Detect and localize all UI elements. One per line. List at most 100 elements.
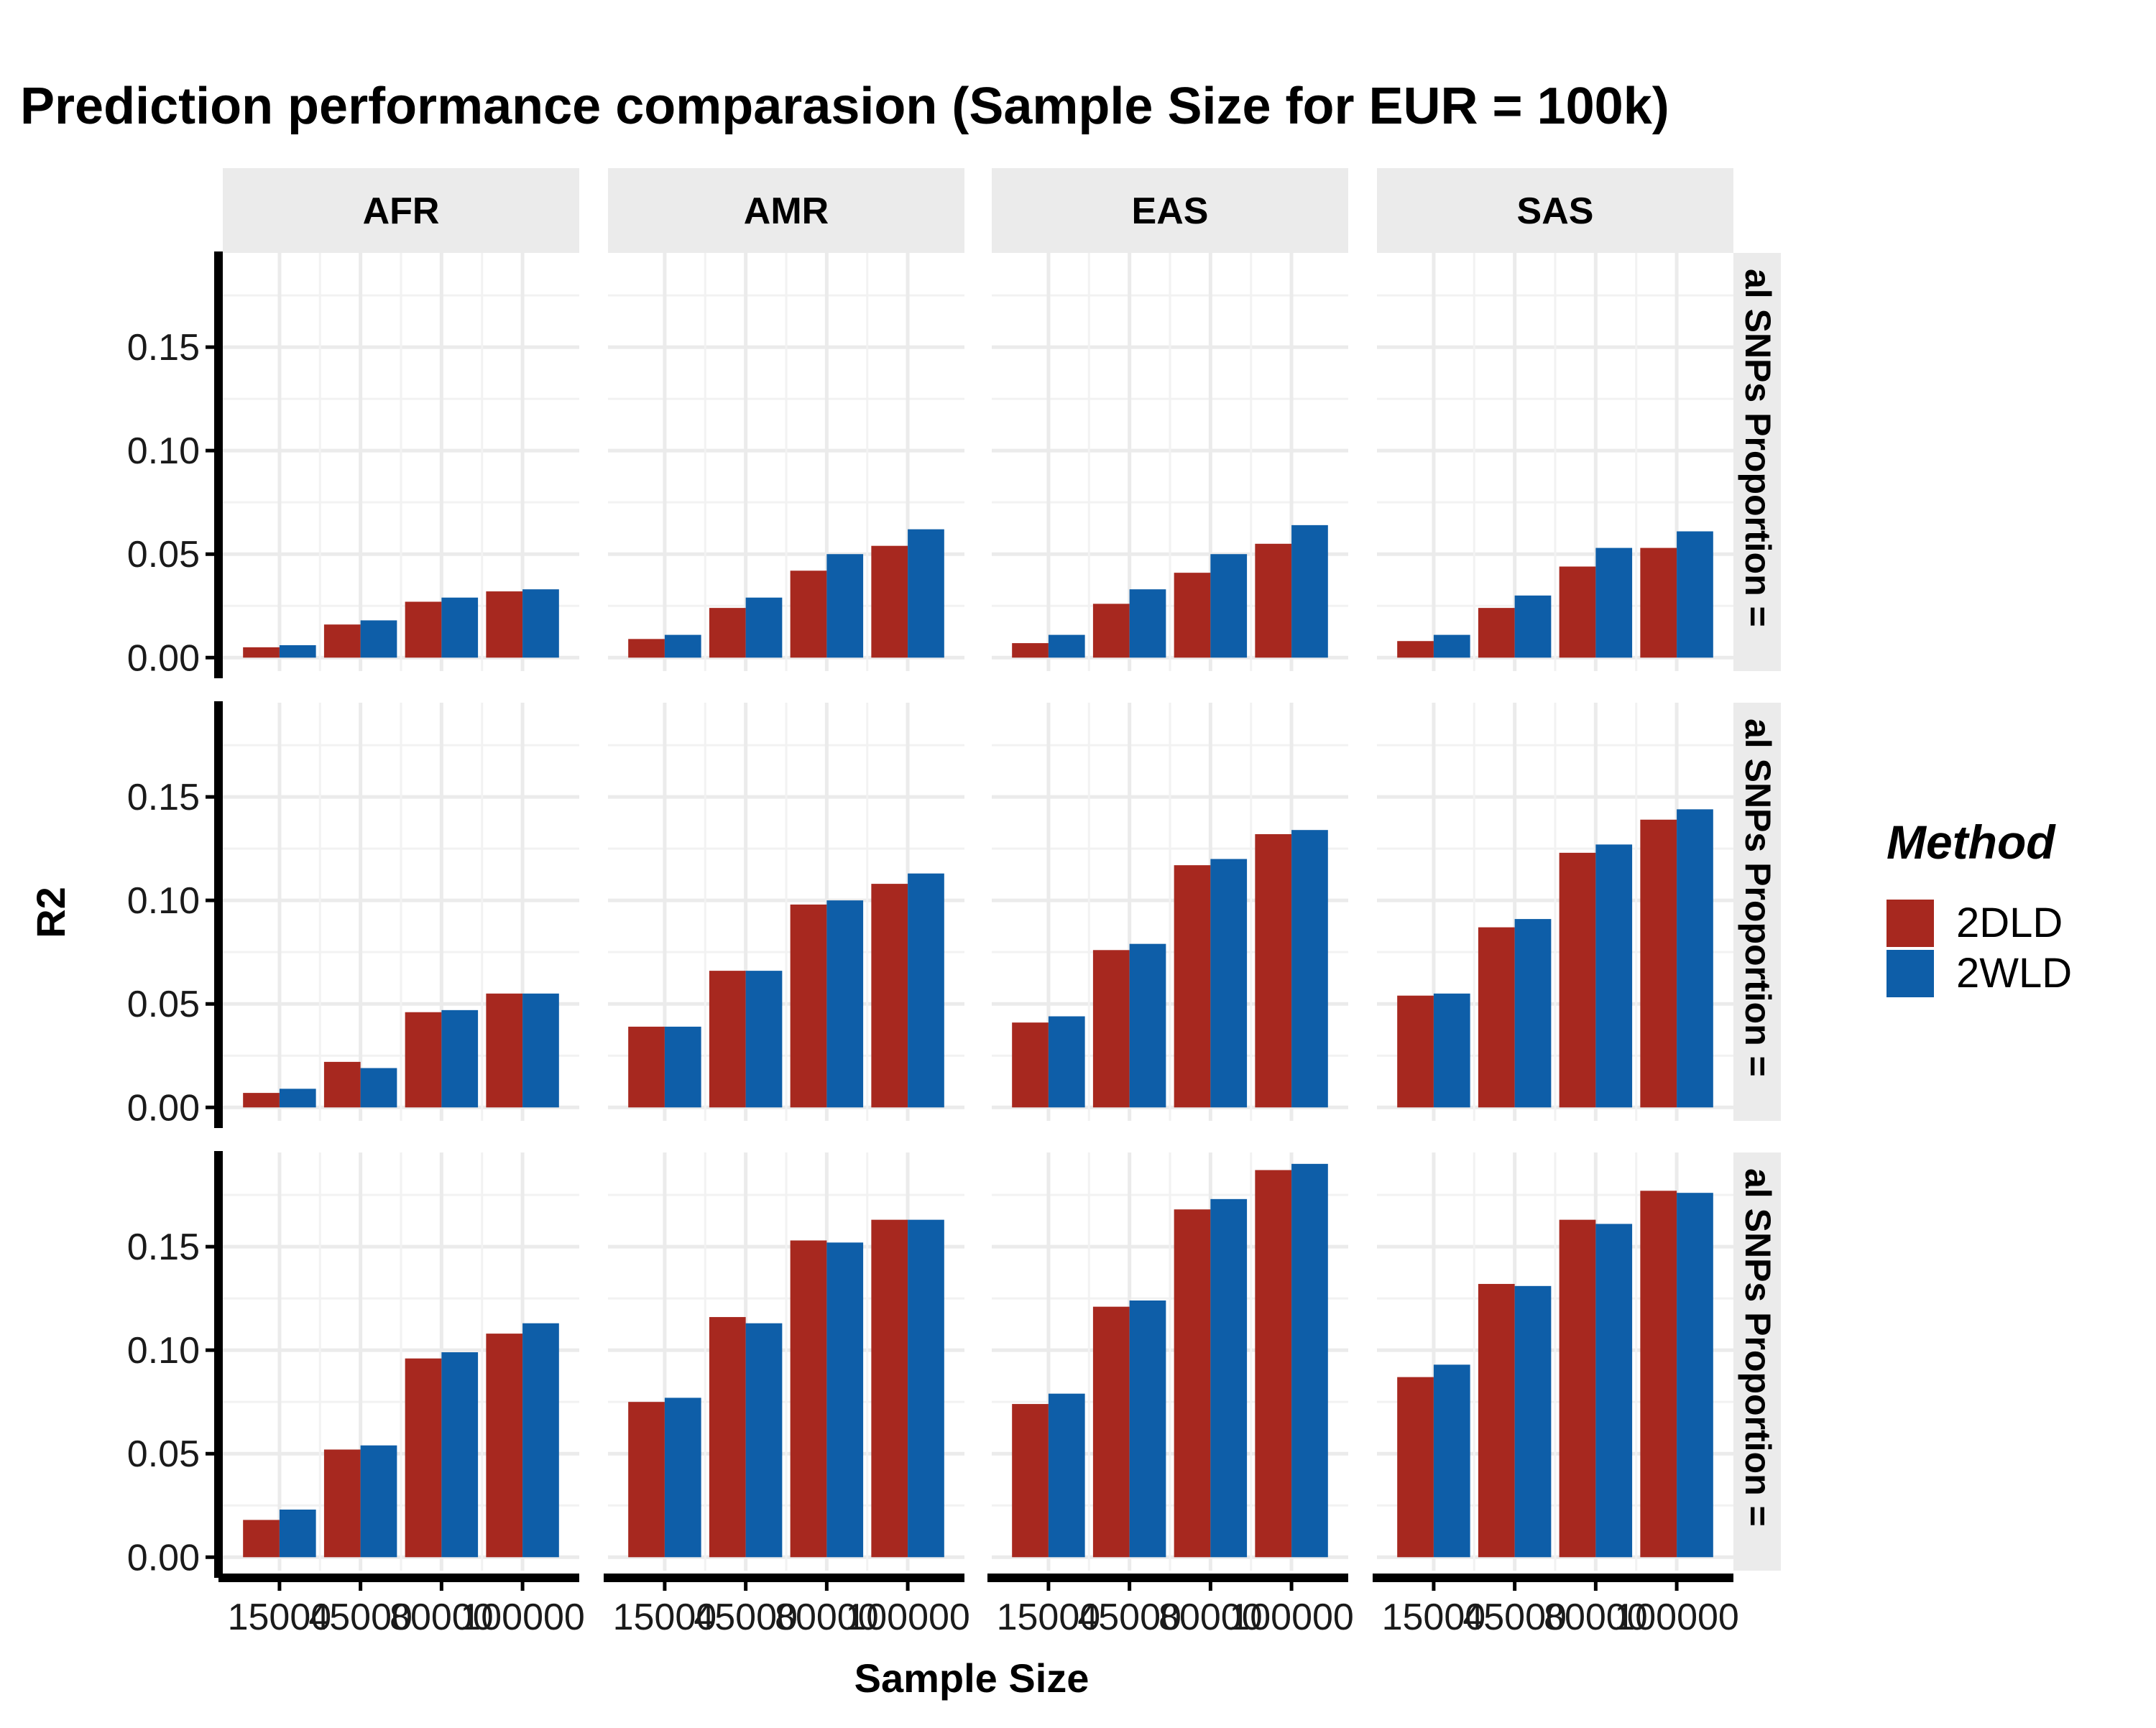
bar-2wld-80000	[1210, 859, 1248, 1108]
bar-2wld-80000	[441, 1352, 479, 1558]
bar-2wld-45000	[360, 1068, 397, 1108]
x-tick-label-80000: 80000	[1158, 1597, 1263, 1638]
y-tick-label: 0.00	[127, 1537, 200, 1579]
bar-2wld-100000	[1677, 1193, 1713, 1558]
legend-key-2wld	[1886, 950, 1934, 997]
bar-2dld-45000	[709, 971, 746, 1108]
y-tick-label: 0.05	[127, 1433, 200, 1475]
bar-2dld-80000	[1559, 1219, 1596, 1558]
facet-strip-amr	[608, 168, 964, 253]
bar-2dld-100000	[486, 1334, 523, 1558]
panel-sas-row-2	[1377, 703, 1733, 1121]
bar-2wld-15000	[1048, 634, 1085, 658]
panel-sas-row-3	[1377, 1152, 1733, 1571]
x-tick-label-45000: 45000	[308, 1597, 413, 1638]
bar-2dld-80000	[1174, 865, 1211, 1108]
bar-2wld-45000	[1129, 589, 1166, 658]
bar-2dld-45000	[323, 1061, 361, 1108]
bar-2dld-80000	[790, 570, 827, 658]
bar-2dld-45000	[323, 1449, 361, 1558]
panel-afr-row-3	[223, 1152, 579, 1571]
legend-label-2dld: 2DLD	[1956, 900, 2063, 946]
bar-2wld-80000	[826, 1242, 864, 1558]
y-tick-label: 0.00	[127, 1087, 200, 1129]
y-tick-label: 0.10	[127, 1330, 200, 1372]
legend-title: Method	[1886, 816, 2056, 869]
bar-2wld-45000	[1514, 595, 1552, 658]
panel-amr-row-3	[608, 1152, 964, 1571]
bar-2wld-80000	[441, 597, 479, 658]
bar-2wld-100000	[908, 873, 944, 1108]
bar-2wld-45000	[1129, 943, 1166, 1108]
bar-2wld-80000	[826, 900, 864, 1108]
bar-2dld-15000	[628, 1026, 665, 1108]
bar-2dld-80000	[1174, 573, 1211, 658]
bar-2dld-80000	[1559, 566, 1596, 658]
x-tick-label-80000: 80000	[1544, 1597, 1648, 1638]
bar-2wld-80000	[826, 554, 864, 658]
bar-2dld-100000	[1640, 547, 1677, 658]
bar-2dld-100000	[871, 1219, 908, 1558]
bar-2wld-100000	[1677, 809, 1713, 1108]
bar-2wld-80000	[1210, 554, 1248, 658]
x-tick-label-100000: 100000	[460, 1597, 585, 1638]
bar-2dld-100000	[1255, 543, 1292, 658]
x-tick-label-100000: 100000	[845, 1597, 970, 1638]
bar-2wld-15000	[279, 1089, 316, 1108]
bar-2dld-45000	[1092, 950, 1130, 1108]
y-tick-label: 0.15	[127, 327, 200, 369]
x-tick-label-15000: 15000	[1382, 1597, 1486, 1638]
bar-2wld-45000	[1514, 1285, 1552, 1558]
bar-2dld-80000	[405, 1012, 442, 1108]
bar-2dld-100000	[486, 591, 523, 658]
bar-2dld-15000	[1397, 641, 1434, 658]
panel-eas-row-1	[992, 253, 1348, 671]
bar-2dld-45000	[1478, 608, 1515, 658]
x-tick-label-15000: 15000	[997, 1597, 1101, 1638]
bar-2wld-100000	[522, 993, 559, 1108]
bar-2wld-100000	[1291, 1163, 1328, 1558]
bar-2dld-15000	[628, 639, 665, 658]
facet-strip-afr	[223, 168, 579, 253]
facet-label-eas: EAS	[1132, 190, 1209, 232]
bar-2wld-45000	[745, 1323, 783, 1558]
bar-2dld-15000	[1397, 1377, 1434, 1558]
chart-title: Prediction performance comparasion (Samp…	[20, 78, 1669, 135]
bar-2dld-45000	[1478, 1283, 1515, 1558]
y-tick-label: 0.10	[127, 880, 200, 922]
bar-2wld-15000	[664, 1026, 701, 1108]
bar-2wld-45000	[745, 971, 783, 1108]
x-tick-label-100000: 100000	[1229, 1597, 1354, 1638]
bar-2wld-45000	[360, 620, 397, 658]
bar-2wld-15000	[664, 634, 701, 658]
bar-2dld-100000	[1255, 833, 1292, 1108]
bar-2dld-80000	[1559, 852, 1596, 1108]
bar-2wld-100000	[522, 1323, 559, 1558]
facet-strip-eas	[992, 168, 1348, 253]
panel-eas-row-3	[992, 1152, 1348, 1571]
legend-label-2wld: 2WLD	[1956, 950, 2072, 997]
bar-2wld-15000	[664, 1397, 701, 1558]
y-tick-label: 0.10	[127, 430, 200, 472]
x-tick-label-15000: 15000	[228, 1597, 332, 1638]
bar-2wld-15000	[1048, 1393, 1085, 1558]
bar-2dld-15000	[628, 1402, 665, 1558]
bar-2wld-45000	[1129, 1300, 1166, 1558]
bar-2dld-80000	[790, 1240, 827, 1558]
y-tick-label: 0.05	[127, 984, 200, 1025]
facet-label-afr: AFR	[363, 190, 440, 232]
x-tick-label-80000: 80000	[390, 1597, 494, 1638]
bar-2wld-15000	[1048, 1016, 1085, 1108]
x-tick-label-80000: 80000	[775, 1597, 879, 1638]
facet-label-amr: AMR	[744, 190, 829, 232]
bar-2wld-15000	[1433, 1364, 1470, 1558]
facet-strip-row-1	[1733, 253, 1781, 671]
facet-label-row-3: al SNPs Proportion =	[1738, 1168, 1778, 1527]
facet-label-row-1: al SNPs Proportion =	[1738, 269, 1778, 627]
bar-2dld-45000	[1478, 927, 1515, 1108]
panel-afr-row-1	[223, 253, 579, 671]
bar-2wld-45000	[360, 1445, 397, 1558]
bar-2dld-45000	[1092, 1306, 1130, 1558]
